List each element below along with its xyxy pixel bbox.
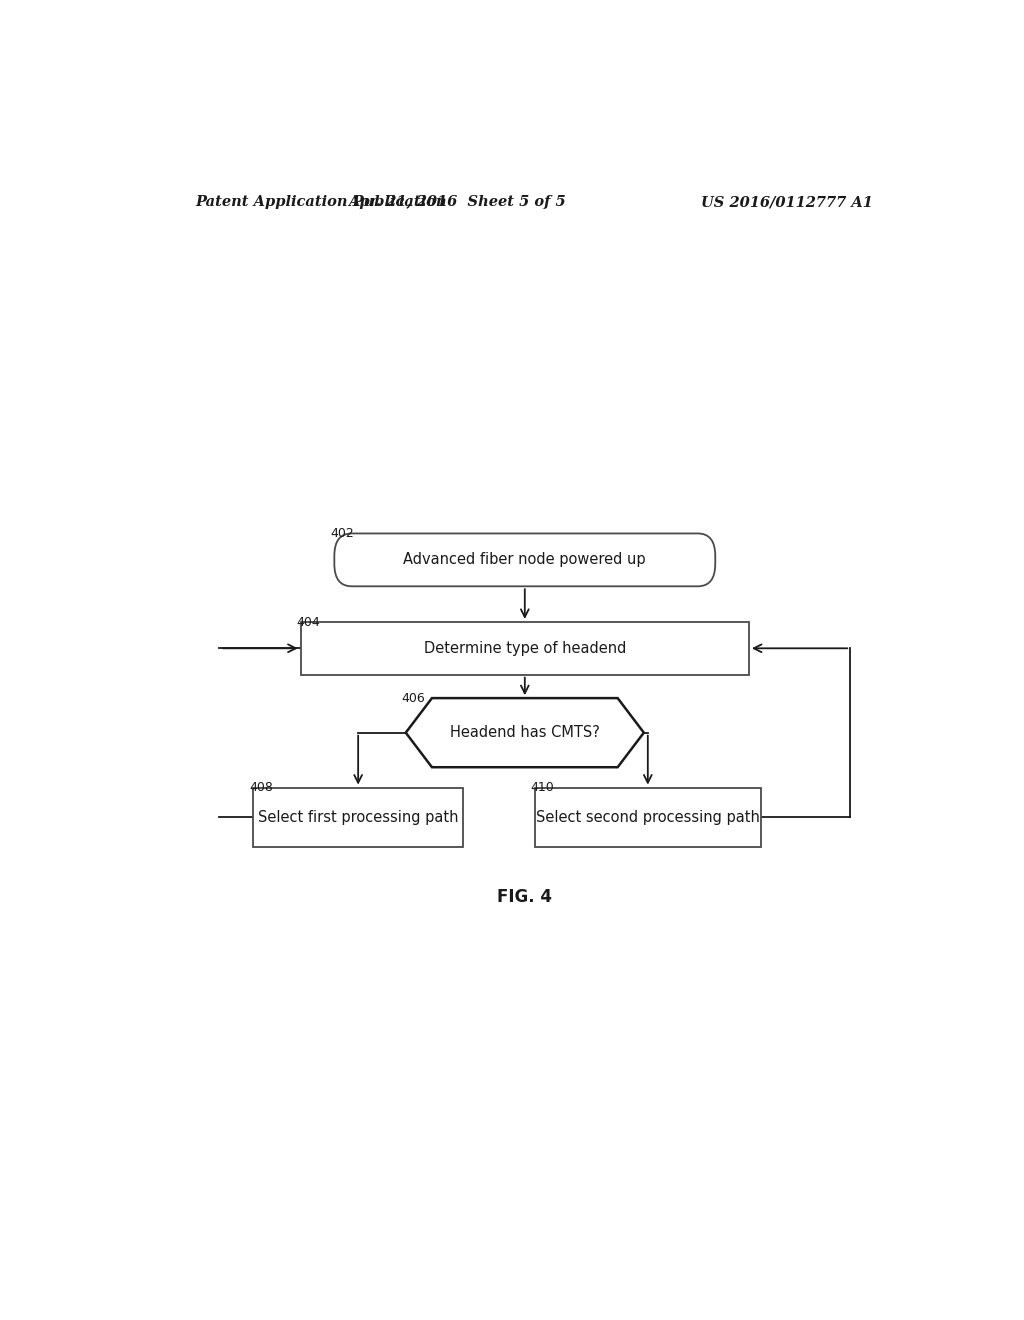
Text: Apr. 21, 2016  Sheet 5 of 5: Apr. 21, 2016 Sheet 5 of 5 [348, 195, 566, 209]
Polygon shape [406, 698, 644, 767]
Text: 406: 406 [401, 692, 426, 705]
Text: Select second processing path: Select second processing path [536, 809, 760, 825]
Text: 408: 408 [249, 781, 273, 795]
FancyBboxPatch shape [334, 533, 715, 586]
Text: Headend has CMTS?: Headend has CMTS? [450, 725, 600, 741]
Text: Patent Application Publication: Patent Application Publication [196, 195, 446, 209]
Text: US 2016/0112777 A1: US 2016/0112777 A1 [700, 195, 872, 209]
Bar [301, 622, 749, 675]
Text: 404: 404 [297, 615, 321, 628]
Text: FIG. 4: FIG. 4 [498, 888, 552, 907]
Text: 410: 410 [530, 781, 555, 795]
Bar [253, 788, 463, 846]
Text: 402: 402 [331, 528, 354, 540]
Text: Determine type of headend: Determine type of headend [424, 640, 626, 656]
Bar [535, 788, 761, 846]
Text: Select first processing path: Select first processing path [258, 809, 459, 825]
Text: Advanced fiber node powered up: Advanced fiber node powered up [403, 552, 646, 568]
